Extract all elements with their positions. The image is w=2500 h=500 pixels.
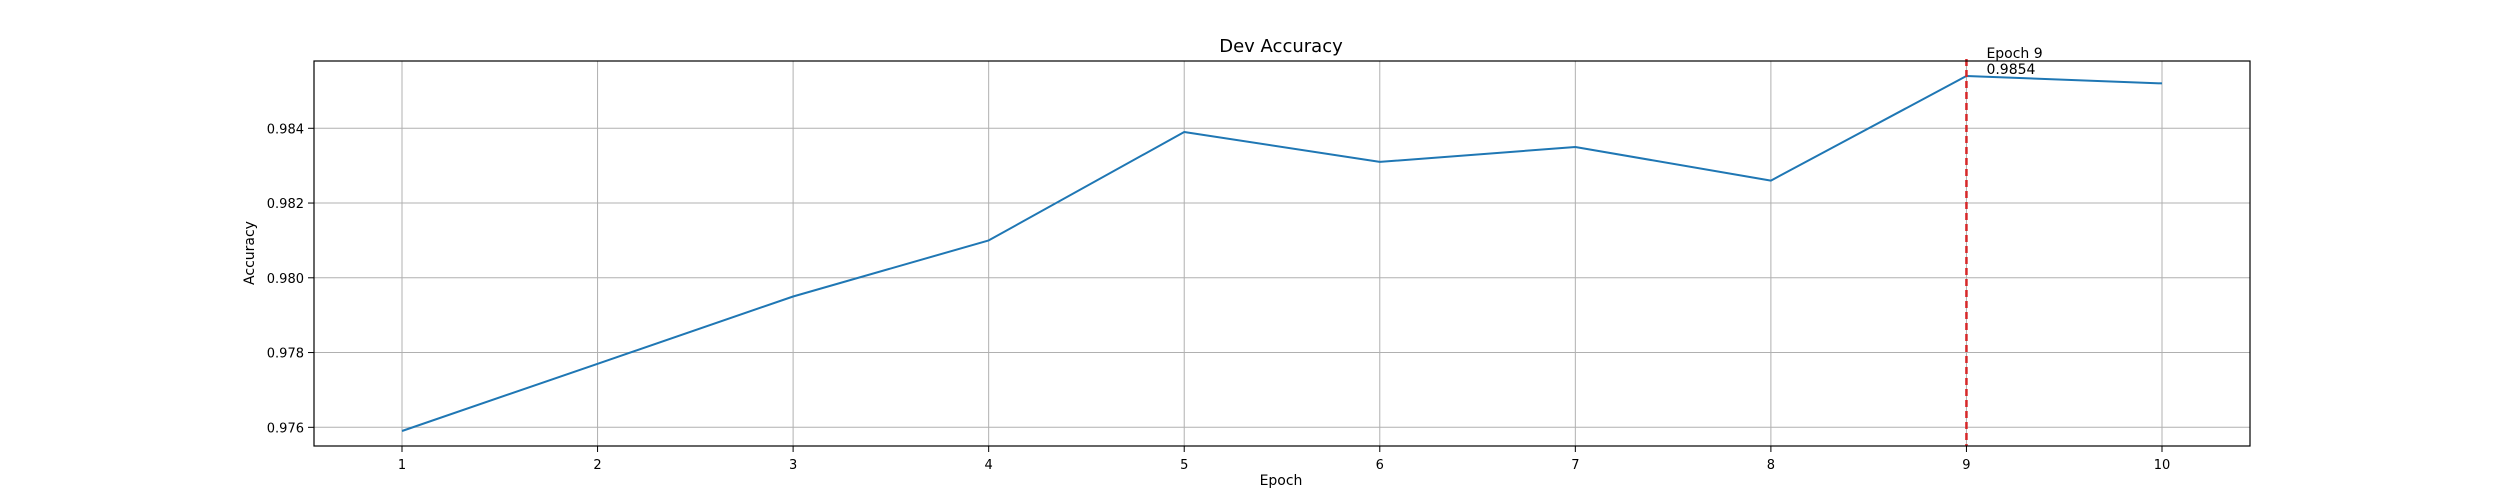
grid: [314, 61, 2250, 446]
x-tick-label: 10: [2154, 458, 2171, 473]
x-tick-label: 2: [593, 458, 601, 473]
x-tick-label: 1: [398, 458, 406, 473]
annotation-value-label: 0.9854: [1986, 62, 2035, 78]
y-tick-label: 0.982: [267, 197, 304, 212]
y-tick-label: 0.978: [267, 347, 304, 362]
x-tick-label: 7: [1571, 458, 1579, 473]
x-axis-label: Epoch: [1260, 473, 1303, 489]
plot-area-frame: [313, 60, 2251, 447]
x-tick-label: 3: [789, 458, 797, 473]
annotation-epoch-label: Epoch 9: [1986, 46, 2042, 62]
x-tick-label: 4: [985, 458, 993, 473]
series-layer: [401, 75, 2163, 432]
y-tick-label: 0.984: [267, 122, 304, 137]
series-line: [401, 75, 2163, 432]
x-tick-label: 5: [1180, 458, 1188, 473]
y-axis-label: Accuracy: [242, 221, 258, 285]
chart-title: Dev Accuracy: [1219, 36, 1343, 57]
x-tick-label: 8: [1767, 458, 1775, 473]
y-tick-label: 0.976: [267, 421, 304, 436]
y-tick-label: 0.980: [267, 272, 304, 287]
x-tick-label: 6: [1376, 458, 1384, 473]
x-tick-label: 9: [1962, 458, 1970, 473]
axis-ticks: 1 2 3 4 5 6 7 8 9 10 0.976 0.978 0.980 0.982 0.984: [267, 122, 2170, 473]
